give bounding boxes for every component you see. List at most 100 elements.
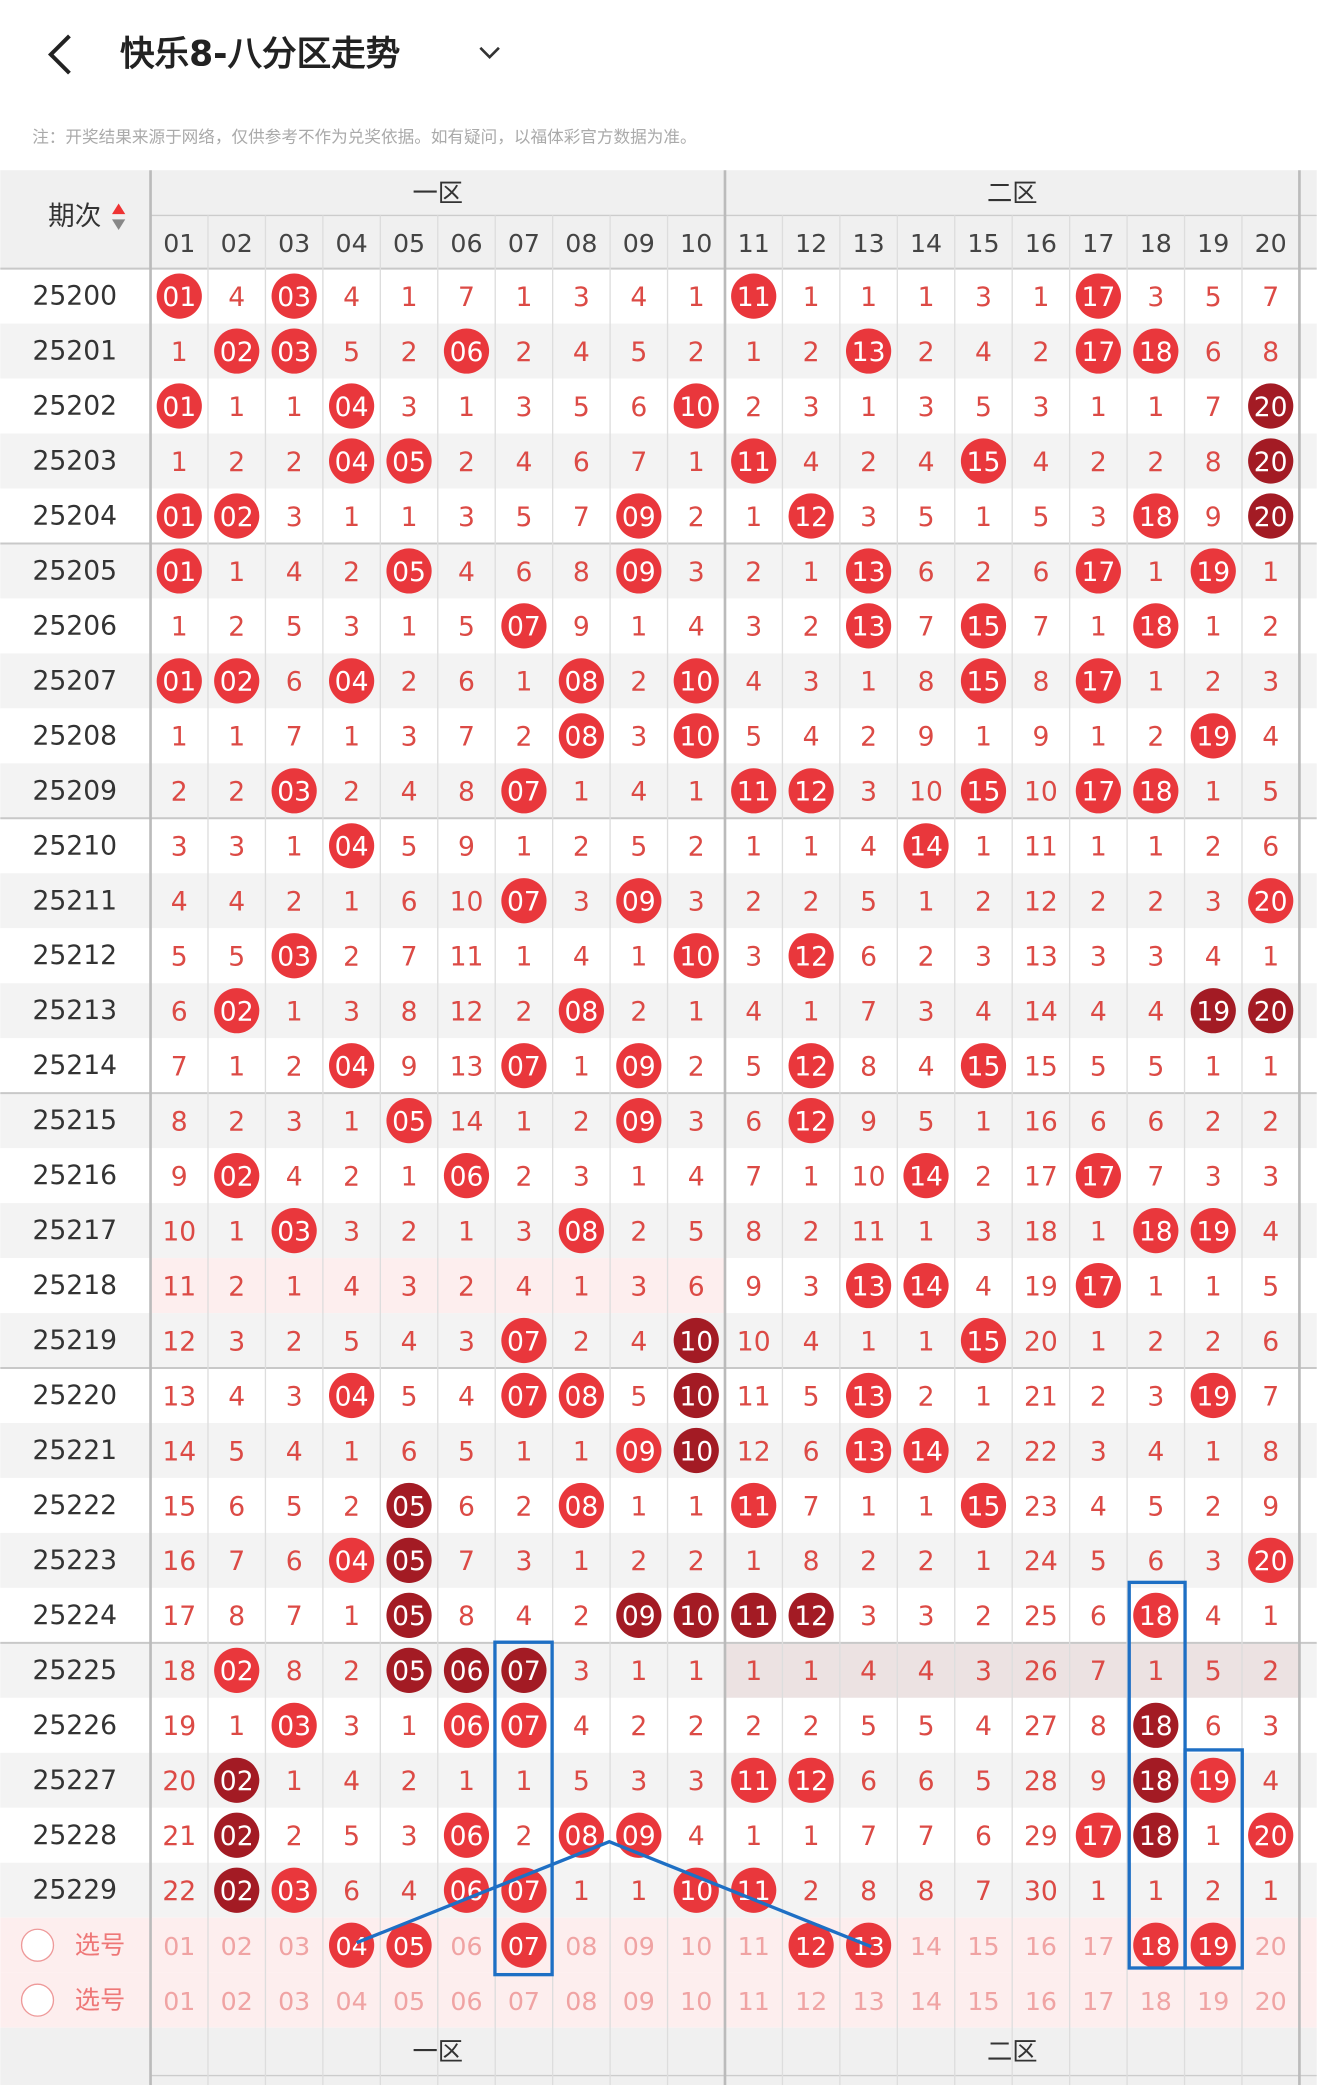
miss-count: 6 [1205, 1711, 1222, 1742]
row-bg [0, 598, 1317, 654]
miss-count: 5 [1205, 1656, 1222, 1687]
miss-count: 2 [228, 612, 245, 643]
ball [616, 548, 662, 594]
miss-count: 3 [515, 1546, 532, 1577]
miss-count: 4 [458, 1381, 475, 1412]
ball [845, 1372, 892, 1419]
miss-count: 3 [1147, 1381, 1164, 1412]
selected-number: 19 [1197, 1932, 1229, 1961]
ball [501, 878, 547, 924]
miss-count: 2 [688, 1546, 705, 1577]
miss-count: 2 [630, 1711, 647, 1742]
hit-number: 17 [1081, 557, 1115, 588]
back-button[interactable] [47, 34, 71, 75]
hit-number: 18 [1139, 1216, 1173, 1247]
miss-count: 4 [573, 942, 590, 973]
miss-count: 1 [688, 282, 705, 313]
miss-count: 5 [918, 1106, 935, 1137]
select-number: 20 [1255, 1932, 1287, 1961]
miss-count: 5 [343, 1326, 360, 1357]
miss-count: 8 [1262, 1436, 1279, 1467]
hit-number: 18 [1139, 777, 1173, 808]
select-number: 11 [738, 1987, 770, 2016]
miss-count: 1 [745, 337, 762, 368]
miss-count: 5 [918, 502, 935, 533]
miss-count: 4 [458, 557, 475, 588]
miss-count: 1 [343, 1601, 360, 1632]
miss-count: 1 [171, 722, 188, 753]
ball [960, 1482, 1007, 1529]
miss-count: 1 [630, 1876, 647, 1907]
hit-number: 19 [1196, 1766, 1230, 1797]
miss-count: 3 [630, 722, 647, 753]
ball [1133, 1592, 1179, 1638]
miss-count: 1 [1147, 1876, 1164, 1907]
row-bg [0, 1313, 1317, 1369]
miss-count: 3 [688, 1766, 705, 1797]
miss-count: 1 [515, 942, 532, 973]
annotation-box [1183, 1748, 1244, 1970]
miss-count: 5 [1262, 777, 1279, 808]
ball [558, 713, 604, 759]
miss-count: 7 [401, 942, 418, 973]
miss-count: 3 [745, 612, 762, 643]
miss-count: 3 [1205, 1161, 1222, 1192]
miss-count: 4 [918, 447, 935, 478]
miss-count: 3 [1205, 1546, 1222, 1577]
column-label: 13 [853, 229, 885, 258]
row-bg [0, 1697, 1317, 1753]
miss-count: 11 [737, 1381, 771, 1412]
miss-count: 3 [630, 1271, 647, 1302]
miss-count: 2 [630, 1216, 647, 1247]
miss-count: 2 [803, 1711, 820, 1742]
selected-ball [1133, 1922, 1179, 1968]
hit-number: 07 [507, 1052, 541, 1083]
zone-label: 二区 [987, 178, 1038, 207]
select-number: 06 [450, 1987, 482, 2016]
miss-count: 9 [1090, 1766, 1107, 1797]
miss-count: 7 [1262, 282, 1279, 313]
ball [1075, 1262, 1121, 1309]
select-number: 02 [221, 1932, 253, 1961]
ball [616, 1043, 662, 1089]
ball [673, 1867, 719, 1913]
miss-count: 7 [803, 1491, 820, 1522]
miss-count: 1 [688, 1656, 705, 1687]
hit-number: 05 [392, 1491, 426, 1522]
select-number: 16 [1025, 1987, 1057, 2016]
miss-count: 9 [401, 1052, 418, 1083]
ball [386, 1592, 432, 1638]
ball [156, 658, 202, 704]
miss-count: 21 [1024, 1381, 1058, 1412]
selected-ball [386, 1922, 432, 1968]
selected-ball [501, 1922, 547, 1968]
miss-count: 1 [573, 1546, 590, 1577]
miss-count: 1 [630, 1656, 647, 1687]
miss-count: 1 [630, 942, 647, 973]
dropdown[interactable] [479, 46, 500, 60]
miss-count: 6 [918, 1766, 935, 1797]
miss-count: 2 [515, 1821, 532, 1852]
miss-count: 8 [1090, 1711, 1107, 1742]
ball [1248, 988, 1294, 1034]
row-bg [0, 1368, 1317, 1423]
miss-count: 3 [860, 1601, 877, 1632]
miss-count: 3 [630, 1766, 647, 1797]
miss-count: 5 [860, 1711, 877, 1742]
select-number: 05 [393, 1987, 425, 2016]
miss-count: 2 [401, 667, 418, 698]
miss-count: 2 [688, 1711, 705, 1742]
ball [673, 1317, 719, 1364]
miss-count: 4 [228, 282, 245, 313]
miss-count: 1 [1205, 1436, 1222, 1467]
miss-count: 6 [401, 1436, 418, 1467]
hit-number: 06 [450, 1821, 484, 1852]
hit-number: 01 [162, 502, 196, 533]
miss-count: 4 [171, 887, 188, 918]
miss-count: 4 [401, 1876, 418, 1907]
miss-count: 7 [286, 722, 303, 753]
ball [673, 658, 719, 704]
ball [1075, 768, 1121, 814]
hit-number: 05 [392, 1546, 426, 1577]
miss-count: 2 [401, 337, 418, 368]
